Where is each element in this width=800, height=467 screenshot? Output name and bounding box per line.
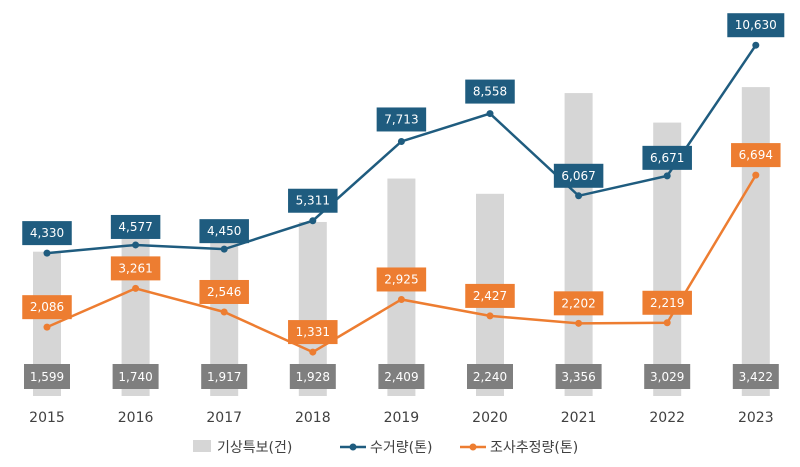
x-tick-2016: 2016 — [118, 410, 154, 426]
collected-label-box-2022 — [642, 145, 692, 170]
x-tick-2018: 2018 — [295, 410, 331, 426]
collected-point-2020 — [486, 110, 494, 118]
estimated-label-2023: 6,694 — [739, 148, 773, 162]
estimated-point-2022 — [663, 319, 671, 327]
estimated-point-2021 — [575, 319, 583, 327]
bar-label-box-2017 — [201, 364, 248, 389]
line-series-group — [43, 41, 760, 356]
estimated-label-box-2022 — [642, 290, 692, 315]
collected-label-box-2015 — [22, 221, 72, 246]
collected-label-box-2019 — [376, 107, 427, 132]
bar-label-2018: 1,928 — [296, 370, 330, 384]
estimated-label-2015: 2,086 — [30, 300, 64, 314]
estimated-label-box-2019 — [376, 267, 427, 292]
estimated-label-box-2016 — [110, 256, 161, 281]
estimated-point-2017 — [220, 308, 228, 316]
estimated-label-box-2017 — [199, 279, 249, 304]
x-tick-2020: 2020 — [472, 410, 508, 426]
legend-marker-estimated — [469, 443, 477, 451]
estimated-point-2023 — [752, 171, 760, 179]
collected-label-2023: 10,630 — [735, 18, 777, 32]
bar-label-box-2018 — [289, 364, 336, 389]
bar-label-2021: 3,356 — [561, 370, 595, 384]
collected-label-box-2020 — [465, 79, 515, 104]
collected-point-2016 — [132, 241, 140, 249]
estimated-point-2020 — [486, 312, 494, 320]
collected-point-2023 — [752, 41, 760, 49]
collected-label-2020: 8,558 — [473, 85, 507, 99]
collected-point-2021 — [575, 192, 583, 200]
estimated-point-2019 — [397, 295, 405, 303]
estimated-label-2017: 2,546 — [207, 285, 241, 299]
bar-2021 — [564, 93, 593, 396]
x-tick-2022: 2022 — [649, 410, 685, 426]
collected-label-2016: 4,577 — [118, 220, 152, 234]
collected-label-box-2016 — [110, 214, 161, 239]
bar-label-2022: 3,029 — [650, 370, 684, 384]
legend-marker-collected — [349, 443, 357, 451]
bar-label-box-2019 — [378, 364, 425, 389]
estimated-label-2021: 2,202 — [561, 296, 595, 310]
estimated-label-2019: 2,925 — [384, 272, 418, 286]
legend: 기상특보(건) 수거량(톤) 조사추정량(톤) — [193, 440, 578, 456]
bar-label-2020: 2,240 — [473, 370, 507, 384]
bar-series-group — [33, 87, 770, 396]
collected-label-2022: 6,671 — [650, 151, 684, 165]
bar-label-box-2015 — [24, 364, 70, 389]
x-tick-2015: 2015 — [29, 410, 65, 426]
bar-label-box-2021 — [555, 364, 602, 389]
legend-label-bars: 기상특보(건) — [217, 440, 292, 456]
collected-label-2018: 5,311 — [296, 194, 330, 208]
estimated-label-box-2021 — [553, 291, 604, 316]
legend-swatch-bars — [193, 440, 211, 452]
data-labels-group: 1,599 1,740 1,917 1,928 2,409 2,240 3,356 3,029… — [22, 13, 785, 389]
estimated-point-2018 — [309, 348, 317, 356]
collected-label-box-2018 — [288, 188, 338, 213]
x-tick-2019: 2019 — [384, 410, 420, 426]
estimated-label-box-2018 — [288, 320, 338, 345]
estimated-point-2016 — [132, 284, 140, 292]
estimated-label-box-2020 — [465, 283, 515, 308]
estimated-label-2022: 2,219 — [650, 296, 684, 310]
bar-label-2023: 3,422 — [739, 370, 773, 384]
collected-label-2017: 4,450 — [207, 224, 241, 238]
bar-label-box-2022 — [644, 364, 691, 389]
bar-label-2017: 1,917 — [207, 370, 241, 384]
estimated-label-2016: 3,261 — [118, 261, 152, 275]
bar-label-2019: 2,409 — [384, 370, 418, 384]
collected-label-2021: 6,067 — [561, 169, 595, 183]
collected-point-2018 — [309, 217, 317, 225]
estimated-label-box-2023 — [731, 143, 781, 168]
collected-point-2015 — [43, 249, 51, 257]
collected-label-2015: 4,330 — [30, 226, 64, 240]
collected-label-box-2017 — [199, 219, 249, 244]
estimated-label-2018: 1,331 — [296, 325, 330, 339]
legend-label-collected: 수거량(톤) — [370, 440, 432, 456]
collected-point-2019 — [397, 137, 405, 145]
x-axis: 2015 2016 2017 2018 2019 2020 2021 2022 2023 — [29, 410, 773, 426]
bar-label-box-2020 — [467, 364, 513, 389]
estimated-label-box-2015 — [22, 295, 72, 320]
x-tick-2023: 2023 — [738, 410, 774, 426]
collected-label-2019: 7,713 — [384, 112, 418, 126]
bar-2023 — [741, 87, 770, 396]
legend-label-estimated: 조사추정량(톤) — [490, 440, 578, 456]
bar-label-box-2016 — [112, 364, 159, 389]
collected-point-2017 — [220, 245, 228, 253]
x-tick-2017: 2017 — [206, 410, 242, 426]
collected-label-box-2023 — [727, 13, 785, 38]
bar-label-2016: 1,740 — [118, 370, 152, 384]
collected-label-box-2021 — [553, 163, 604, 188]
x-tick-2021: 2021 — [561, 410, 597, 426]
bar-label-box-2023 — [732, 364, 779, 389]
bar-label-2015: 1,599 — [30, 370, 64, 384]
collected-point-2022 — [663, 172, 671, 180]
estimated-point-2015 — [43, 323, 51, 331]
estimated-label-2020: 2,427 — [473, 289, 507, 303]
